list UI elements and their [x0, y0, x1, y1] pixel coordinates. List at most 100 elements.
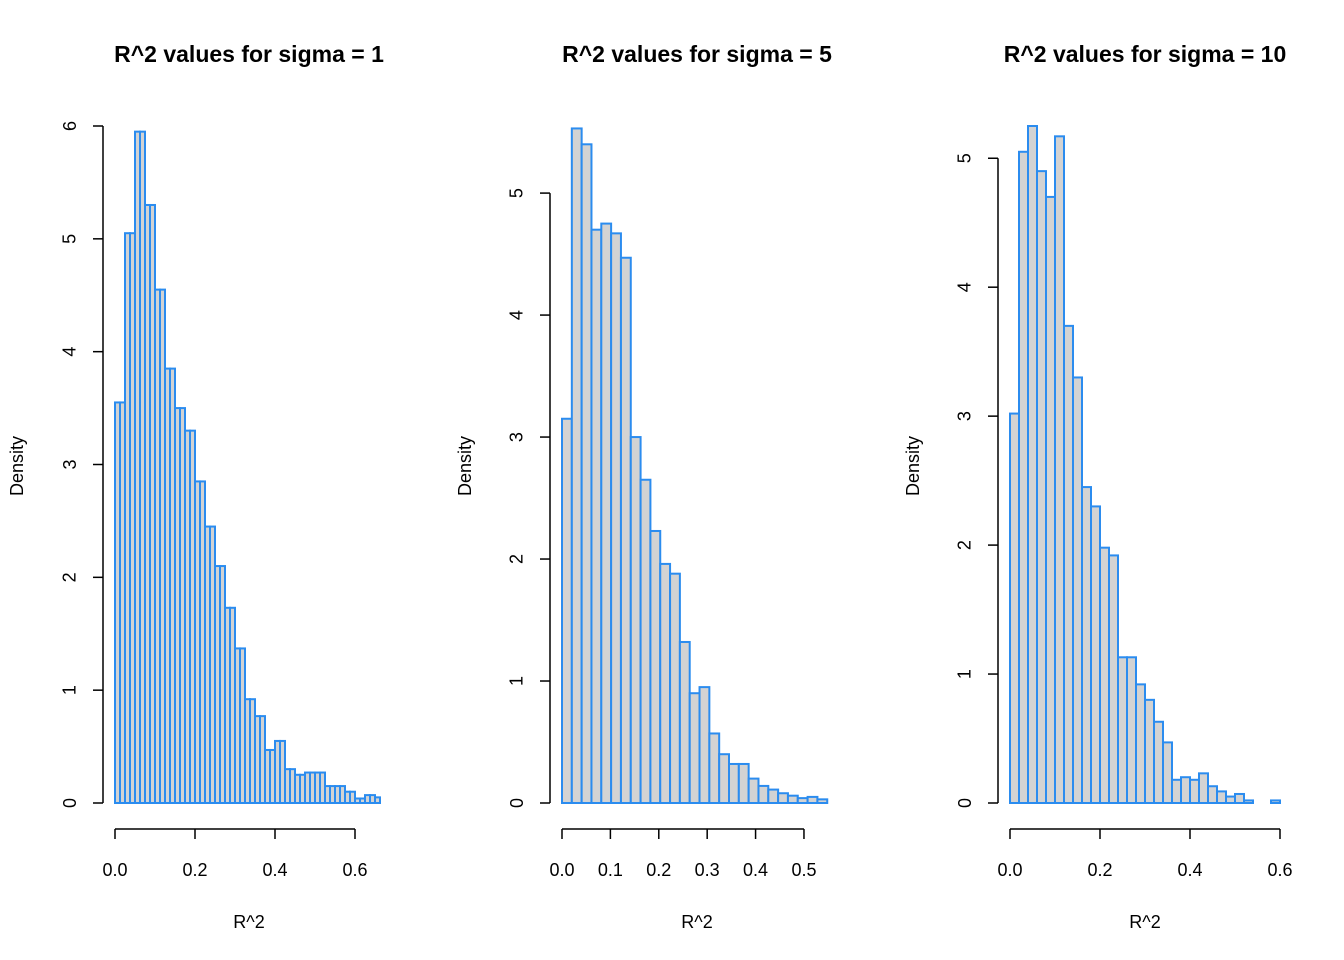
- panel-sigma-5: R^2 values for sigma = 5 R^2 Density 0.0…: [455, 41, 832, 932]
- x-tick-label: 0.4: [262, 860, 287, 880]
- histogram-bar: [1099, 546, 1110, 804]
- y-axis-label: Density: [455, 436, 475, 496]
- y-tick-label: 0: [955, 798, 975, 808]
- x-tick-label: 0.2: [182, 860, 207, 880]
- histogram-bar: [570, 127, 583, 804]
- histogram-bar: [1126, 656, 1137, 804]
- y-tick-label: 0: [507, 798, 527, 808]
- histogram-bar: [757, 784, 770, 805]
- histogram-bar: [1036, 170, 1047, 804]
- histogram-bar: [1153, 720, 1164, 805]
- x-axis: 0.0 0.2 0.4 0.6: [102, 828, 368, 880]
- histogram-bar: [806, 795, 819, 804]
- y-tick-label: 2: [955, 540, 975, 550]
- x-tick-label: 0.2: [1087, 860, 1112, 880]
- y-tick-label: 3: [60, 459, 80, 469]
- histogram-bar: [619, 256, 632, 804]
- histogram-bar: [718, 753, 731, 805]
- histogram-bar: [786, 794, 799, 805]
- x-tick-label: 0.3: [695, 860, 720, 880]
- y-tick-label: 5: [60, 234, 80, 244]
- histogram-bar: [1135, 683, 1146, 805]
- histogram-bar: [600, 222, 613, 805]
- y-axis: 0 1 2 3 4 5 6: [60, 121, 104, 808]
- histogram-bar: [688, 692, 701, 804]
- panel-sigma-1: R^2 values for sigma = 1 R^2 Density 0.0…: [7, 41, 384, 932]
- chart-title: R^2 values for sigma = 10: [1004, 41, 1287, 67]
- y-tick-label: 1: [955, 669, 975, 679]
- histogram-bar: [796, 797, 809, 805]
- histogram-bar: [678, 640, 691, 804]
- histogram-bar: [1081, 486, 1092, 804]
- histogram-bar: [669, 572, 681, 805]
- y-axis: 0 1 2 3 4 5: [955, 153, 999, 808]
- histogram-bar: [1144, 698, 1155, 804]
- x-tick-label: 0.6: [342, 860, 367, 880]
- histogram-bar: [1198, 772, 1209, 804]
- histogram-bar: [629, 436, 642, 804]
- histogram-bar: [1108, 554, 1119, 805]
- y-axis-label: Density: [903, 436, 923, 496]
- histogram-bar: [610, 232, 622, 805]
- x-axis-label: R^2: [681, 912, 712, 932]
- x-axis: 0.0 0.2 0.4 0.6: [997, 828, 1293, 880]
- y-tick-label: 4: [955, 282, 975, 292]
- histogram-bar: [1171, 778, 1182, 805]
- histogram-bar: [1270, 799, 1281, 805]
- histogram-bar: [777, 792, 789, 805]
- y-tick-label: 3: [955, 411, 975, 421]
- histogram-bar: [747, 777, 760, 804]
- x-axis: 0.0 0.1 0.2 0.3 0.4 0.5: [549, 828, 816, 880]
- y-tick-label: 5: [507, 188, 527, 198]
- histogram-bar: [708, 732, 721, 805]
- y-tick-label: 4: [507, 310, 527, 320]
- histogram-bar: [1162, 741, 1173, 805]
- histogram-bar: [1027, 125, 1038, 804]
- histogram-bar: [1045, 195, 1056, 804]
- bars: [1009, 125, 1281, 805]
- x-tick-label: 0.6: [1267, 860, 1292, 880]
- histogram-bar: [1243, 799, 1254, 805]
- histogram-bar: [737, 762, 750, 804]
- panel-sigma-10: R^2 values for sigma = 10 R^2 Density 0.…: [903, 41, 1293, 932]
- histogram-bar: [639, 478, 652, 804]
- y-tick-label: 1: [60, 685, 80, 695]
- x-tick-label: 0.0: [549, 860, 574, 880]
- histogram-bar: [1180, 776, 1191, 805]
- x-tick-label: 0.4: [1177, 860, 1202, 880]
- x-tick-label: 0.2: [646, 860, 671, 880]
- bars: [114, 130, 381, 805]
- histogram-bar: [649, 529, 662, 804]
- histogram-bar: [659, 562, 672, 805]
- histogram-bar: [1189, 778, 1200, 805]
- y-tick-label: 1: [507, 676, 527, 686]
- y-tick-label: 5: [955, 153, 975, 163]
- histogram-bar: [374, 796, 381, 805]
- histogram-bar: [590, 228, 603, 804]
- histogram-bar: [1216, 790, 1227, 805]
- histogram-bar: [698, 686, 711, 805]
- histogram-bar: [349, 790, 356, 805]
- y-tick-label: 3: [507, 432, 527, 442]
- x-axis-label: R^2: [1129, 912, 1160, 932]
- chart-title: R^2 values for sigma = 5: [562, 41, 832, 67]
- y-tick-label: 4: [60, 347, 80, 357]
- bars: [561, 127, 829, 805]
- x-tick-label: 0.0: [997, 860, 1022, 880]
- y-tick-label: 6: [60, 121, 80, 131]
- histogram-bar: [1225, 795, 1236, 804]
- histogram-bar: [1090, 505, 1101, 804]
- x-tick-label: 0.4: [743, 860, 768, 880]
- histogram-bar: [1063, 324, 1074, 804]
- x-tick-label: 0.5: [791, 860, 816, 880]
- histogram-bar: [816, 798, 829, 804]
- y-tick-label: 0: [60, 798, 80, 808]
- histogram-bar: [580, 143, 593, 804]
- y-tick-label: 2: [60, 572, 80, 582]
- y-tick-label: 2: [507, 554, 527, 564]
- histogram-bar: [561, 417, 573, 804]
- x-tick-label: 0.0: [102, 860, 127, 880]
- x-axis-label: R^2: [233, 912, 264, 932]
- histogram-bar: [1018, 150, 1029, 805]
